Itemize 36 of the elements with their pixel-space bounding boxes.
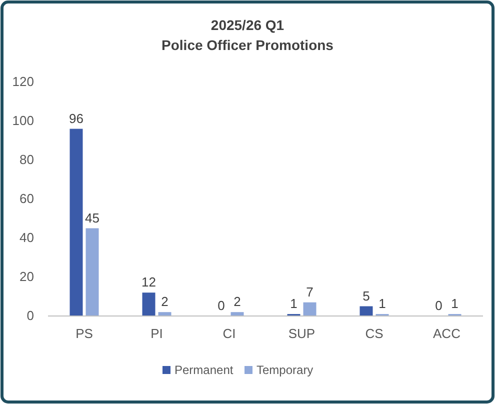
data-label: 0 [435, 298, 442, 313]
data-label: 5 [362, 288, 370, 304]
x-tick-label: SUP [288, 326, 316, 341]
bar [86, 228, 99, 316]
chart-subtitle: Police Officer Promotions [162, 37, 334, 53]
bar [303, 302, 316, 316]
data-label: 2 [234, 294, 241, 310]
bar [142, 292, 156, 316]
x-tick-label: PS [76, 326, 94, 341]
y-tick-label: 0 [26, 308, 34, 323]
data-label: 1 [290, 296, 298, 312]
data-label: 2 [161, 294, 168, 310]
bar [158, 312, 172, 316]
bar [70, 128, 83, 316]
legend-label: Permanent [174, 363, 234, 377]
y-tick-label: 40 [20, 230, 34, 245]
data-label: 12 [142, 274, 156, 290]
bar [230, 312, 244, 316]
legend-label: Temporary [256, 363, 314, 377]
data-label: 96 [69, 110, 84, 126]
x-tick-label: CI [222, 326, 236, 341]
y-tick-label: 100 [12, 113, 34, 128]
x-tick-label: ACC [433, 326, 460, 341]
y-tick-label: 120 [12, 74, 34, 89]
y-tick-label: 20 [20, 269, 34, 284]
y-tick-label: 80 [20, 152, 34, 167]
y-tick-label: 60 [20, 191, 34, 206]
data-label: 1 [451, 296, 458, 312]
data-label: 0 [218, 298, 225, 313]
data-label: 1 [378, 296, 386, 312]
data-label: 45 [85, 210, 100, 226]
x-tick-label: PI [150, 326, 163, 341]
bar [360, 306, 373, 316]
x-tick-label: CS [365, 326, 384, 341]
data-label: 7 [306, 284, 314, 300]
chart-title: 2025/26 Q1 [210, 17, 284, 33]
